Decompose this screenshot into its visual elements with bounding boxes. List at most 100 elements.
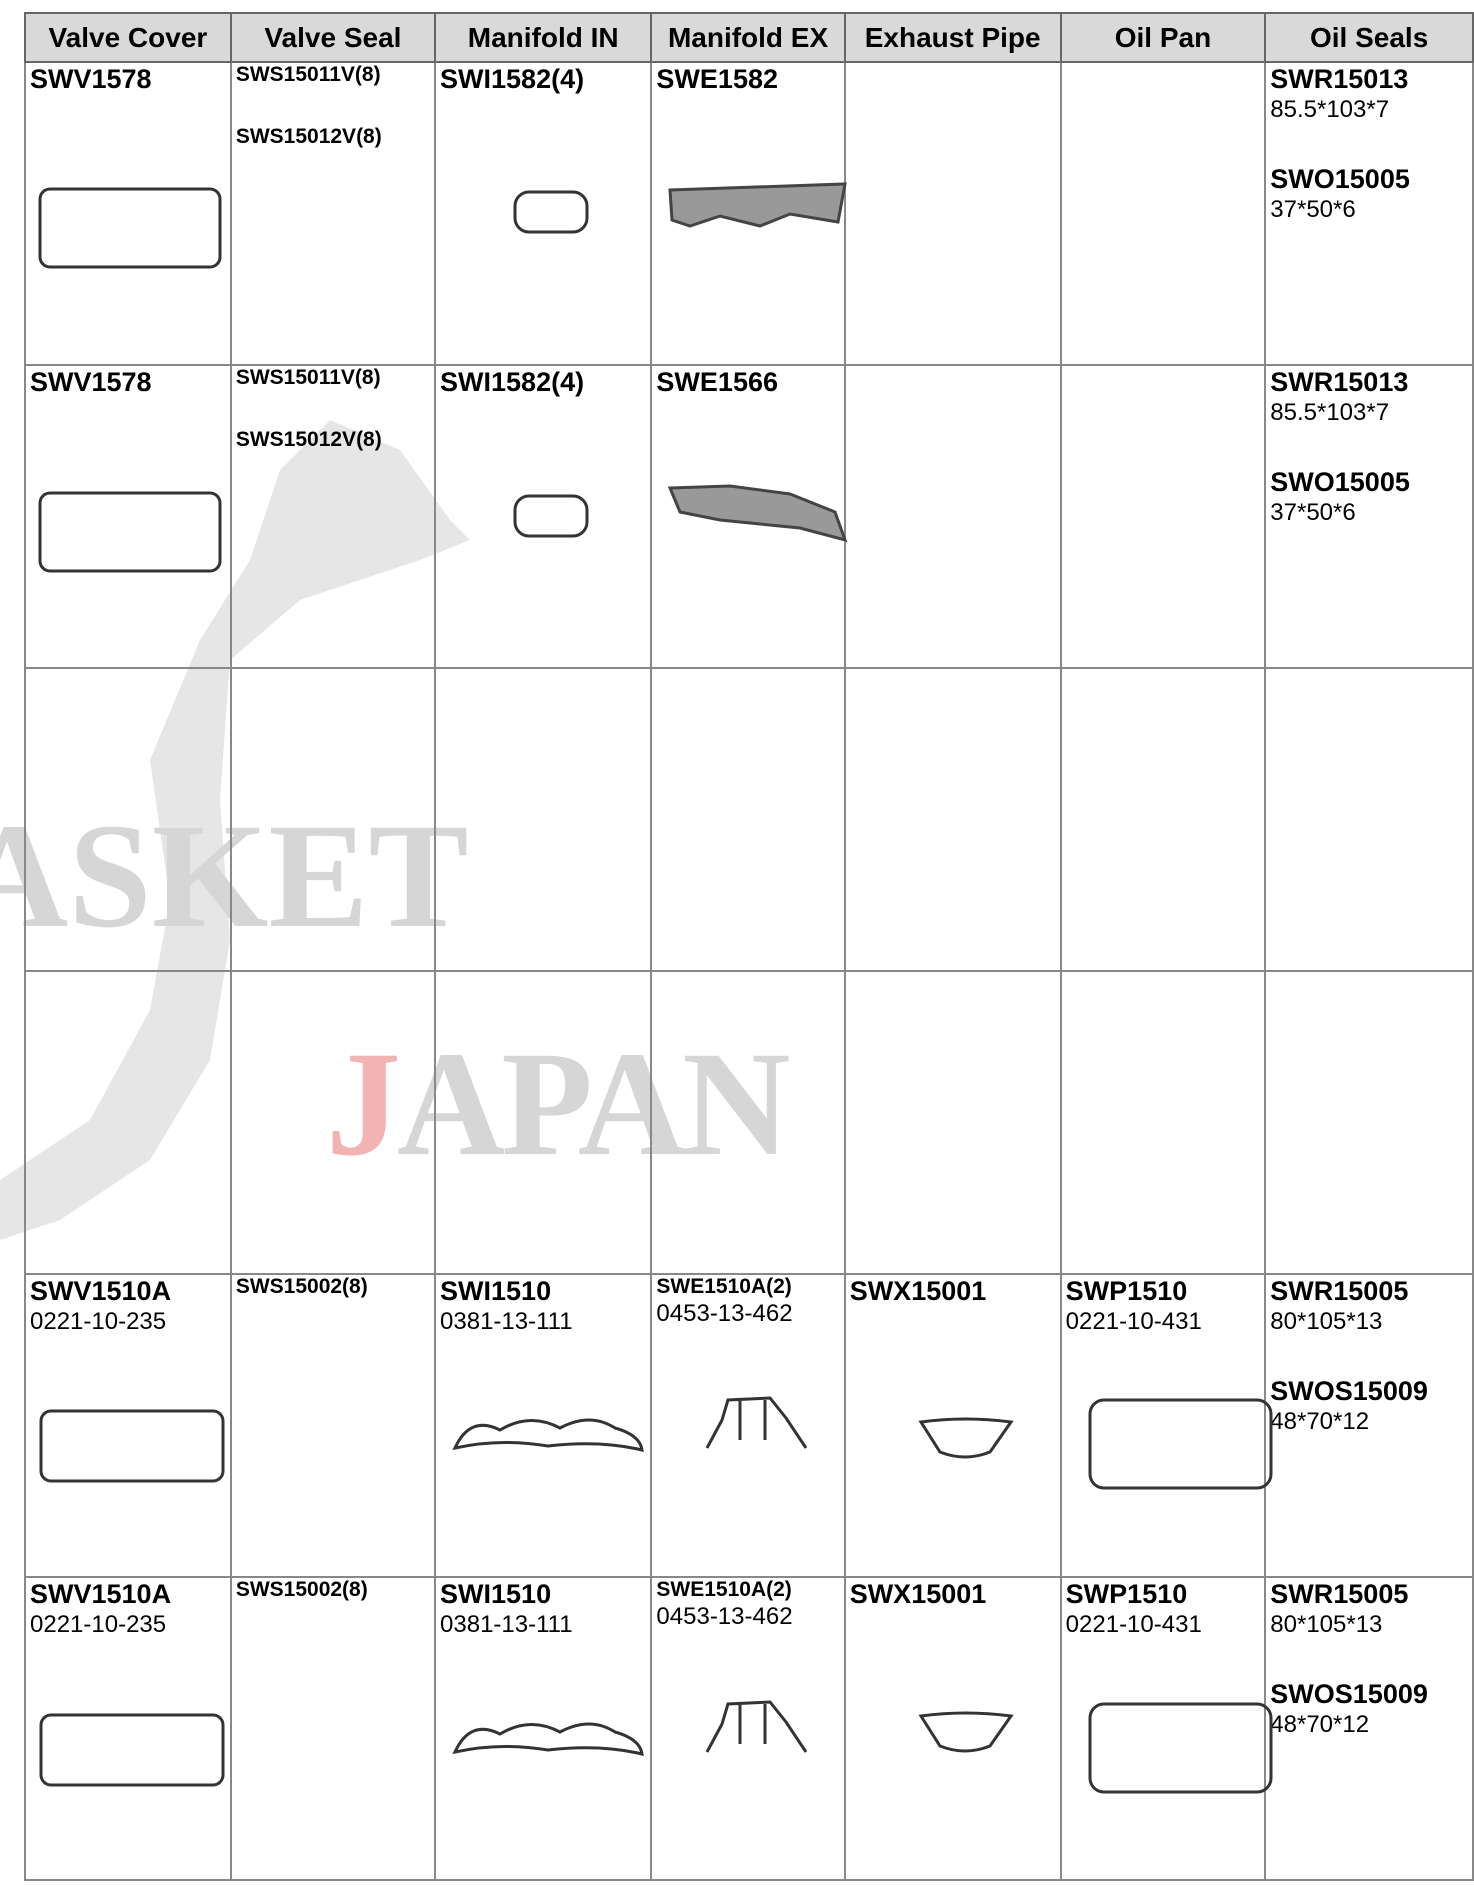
part-spec: 85.5*103*7: [1270, 96, 1390, 123]
table-cell: [434, 667, 653, 972]
part-code: SWR15005: [1270, 1276, 1409, 1306]
part-spec: 0381-13-111: [440, 1611, 573, 1638]
part-spec: 0453-13-462: [656, 1300, 793, 1327]
part-code: SWP1510: [1065, 1579, 1188, 1609]
parts-table: Valve Cover Valve Seal Manifold IN Manifold…: [24, 12, 1474, 1881]
table-cell: SWX15001: [843, 1273, 1062, 1578]
part-spec: 80*105*13: [1270, 1308, 1383, 1335]
table-cell: [843, 364, 1062, 669]
part-spec: 80*105*13: [1270, 1611, 1383, 1638]
table-cell: SWE1510A(2) 0453-13-462: [650, 1273, 846, 1578]
table-cell: [1264, 667, 1474, 972]
part-spec: 48*70*12: [1270, 1408, 1370, 1435]
table-cell: SWE1510A(2) 0453-13-462: [650, 1576, 846, 1881]
table-row: SWV1510A 0221-10-235 SWS15002(8) SWI1510 038…: [24, 1576, 1474, 1881]
table-cell: SWR15005 80*105*13 SWOS15009 48*70*12: [1264, 1273, 1474, 1578]
table-cell: SWS15011V(8) SWS15012V(8): [229, 364, 437, 669]
column-header: Valve Cover: [24, 12, 232, 63]
table-cell: [24, 667, 232, 972]
table-cell: [843, 970, 1062, 1275]
part-code: SWE1510A(2): [656, 1578, 792, 1601]
column-header: Valve Seal: [229, 12, 437, 63]
part-spec: 0453-13-462: [656, 1603, 793, 1630]
table-cell: [1059, 364, 1267, 669]
part-code: SWS15011V(8): [235, 63, 381, 86]
table-cell: SWP1510 0221-10-431: [1059, 1273, 1267, 1578]
part-code: SWS15002(8): [235, 1275, 368, 1298]
table-cell: SWI1510 0381-13-111: [434, 1576, 653, 1881]
table-cell: SWV1510A 0221-10-235: [24, 1273, 232, 1578]
part-spec: 48*70*12: [1270, 1711, 1370, 1738]
part-code: SWX15001: [849, 1276, 987, 1306]
part-code: SWO15005: [1270, 164, 1410, 194]
table-cell: [1059, 970, 1267, 1275]
table-cell: SWP1510 0221-10-431: [1059, 1576, 1267, 1881]
part-code: SWI1582(4): [440, 64, 585, 94]
part-code: SWR15013: [1270, 367, 1409, 397]
table-cell: [229, 667, 437, 972]
table-row: SWV1578 SWS15011V(8) SWS15012V(8) SWI1582(4…: [24, 364, 1474, 669]
part-spec: 0221-10-235: [30, 1611, 167, 1638]
table-cell: [843, 61, 1062, 366]
column-header: Manifold IN: [434, 12, 653, 63]
part-code: SWI1582(4): [440, 367, 585, 397]
part-code: SWR15013: [1270, 64, 1409, 94]
part-spec: 37*50*6: [1270, 196, 1356, 223]
part-spec: 0381-13-111: [440, 1308, 573, 1335]
part-code: SWS15012V(8): [235, 125, 382, 148]
table-cell: [24, 970, 232, 1275]
part-code: SWE1510A(2): [656, 1275, 792, 1298]
table-cell: [650, 667, 846, 972]
column-header: Exhaust Pipe: [843, 12, 1062, 63]
part-spec: 0221-10-431: [1065, 1308, 1202, 1335]
table-cell: [650, 970, 846, 1275]
column-header: Manifold EX: [650, 12, 846, 63]
table-cell: [1059, 667, 1267, 972]
table-cell: SWS15002(8): [229, 1576, 437, 1881]
part-code: SWV1578: [30, 367, 152, 397]
part-code: SWE1566: [656, 367, 778, 397]
part-spec: 0221-10-431: [1065, 1611, 1202, 1638]
table-cell: [843, 667, 1062, 972]
part-spec: 0221-10-235: [30, 1308, 167, 1335]
part-spec: 85.5*103*7: [1270, 399, 1390, 426]
part-code: SWOS15009: [1270, 1679, 1428, 1709]
table-cell: SWV1510A 0221-10-235: [24, 1576, 232, 1881]
table-cell: [434, 970, 653, 1275]
table-row: [24, 970, 1474, 1275]
table-cell: SWR15013 85.5*103*7 SWO15005 37*50*6: [1264, 364, 1474, 669]
part-code: SWE1582: [656, 64, 778, 94]
part-code: SWV1510A: [30, 1276, 172, 1306]
table-cell: SWS15002(8): [229, 1273, 437, 1578]
table-cell: SWI1582(4): [434, 61, 653, 366]
table-cell: SWI1510 0381-13-111: [434, 1273, 653, 1578]
table-cell: SWI1582(4): [434, 364, 653, 669]
part-code: SWS15012V(8): [235, 428, 382, 451]
table-cell: SWV1578: [24, 364, 232, 669]
table-row: SWV1578 SWS15011V(8) SWS15012V(8) SWI1582(4…: [24, 61, 1474, 366]
column-header: Oil Seals: [1264, 12, 1474, 63]
table-cell: SWR15013 85.5*103*7 SWO15005 37*50*6: [1264, 61, 1474, 366]
part-code: SWOS15009: [1270, 1376, 1428, 1406]
part-spec: 37*50*6: [1270, 499, 1356, 526]
table-cell: [229, 970, 437, 1275]
table-cell: SWE1582: [650, 61, 846, 366]
part-code: SWR15005: [1270, 1579, 1409, 1609]
part-code: SWI1510: [440, 1276, 552, 1306]
table-cell: SWE1566: [650, 364, 846, 669]
part-code: SWS15011V(8): [235, 366, 381, 389]
table-cell: SWV1578: [24, 61, 232, 366]
part-code: SWX15001: [849, 1579, 987, 1609]
part-code: SWP1510: [1065, 1276, 1188, 1306]
part-code: SWO15005: [1270, 467, 1410, 497]
part-code: SWV1510A: [30, 1579, 172, 1609]
table-cell: [1264, 970, 1474, 1275]
part-code: SWV1578: [30, 64, 152, 94]
table-row: SWV1510A 0221-10-235 SWS15002(8) SWI1510 038…: [24, 1273, 1474, 1578]
header-row: Valve Cover Valve Seal Manifold IN Manifold…: [24, 12, 1474, 63]
table-cell: SWX15001: [843, 1576, 1062, 1881]
part-code: SWI1510: [440, 1579, 552, 1609]
table-cell: [1059, 61, 1267, 366]
table-cell: SWS15011V(8) SWS15012V(8): [229, 61, 437, 366]
